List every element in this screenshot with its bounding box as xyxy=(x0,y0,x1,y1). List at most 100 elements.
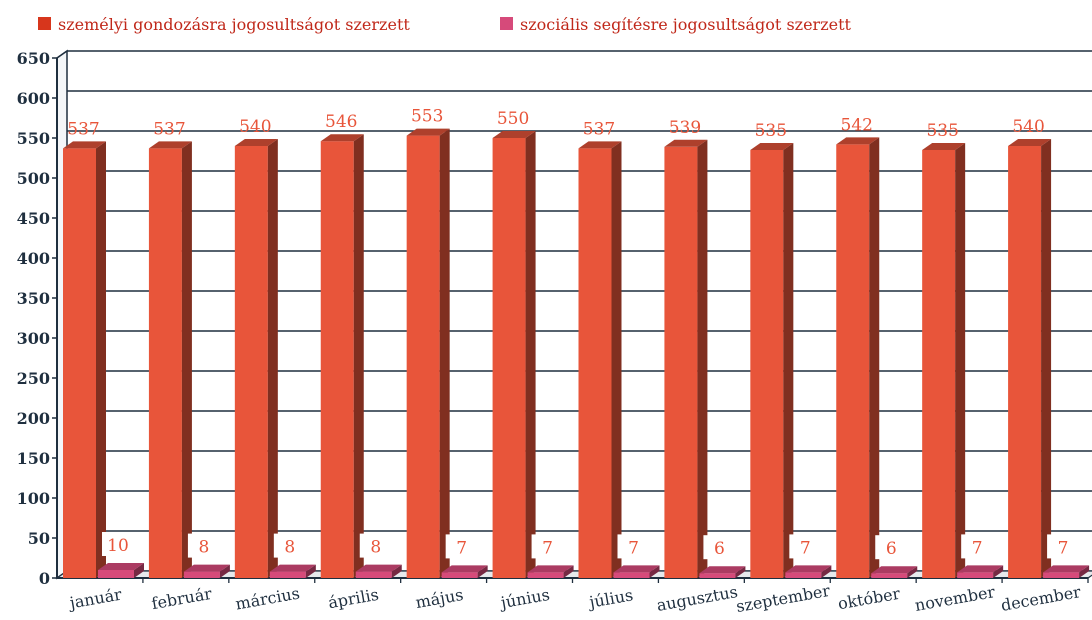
bar-personal-care xyxy=(63,141,106,578)
bar-side xyxy=(305,564,316,578)
legend-swatch-personal-care xyxy=(38,17,51,30)
bar-front xyxy=(957,572,994,578)
bar-side xyxy=(955,143,966,578)
bar-top xyxy=(957,565,1004,573)
bar-top xyxy=(441,565,488,573)
data-label-social-assistance: 8 xyxy=(284,538,295,558)
bar-front xyxy=(578,148,612,578)
y-tick-label: 600 xyxy=(17,89,50,108)
bar-personal-care xyxy=(1008,139,1052,578)
bar-top xyxy=(234,139,278,146)
legend-label-social-assistance: szociális segítésre jogosultságot szerze… xyxy=(520,15,852,34)
y-tick-label: 100 xyxy=(17,489,50,508)
data-label-social-assistance: 10 xyxy=(107,536,129,556)
y-axis-ticks: 0 50 100 150 200 250 300 350 400 450 500 550 600 650 xyxy=(17,49,57,588)
bar-top xyxy=(699,566,746,574)
bar-side xyxy=(821,565,832,578)
bar-front xyxy=(269,571,306,578)
bar-social-assistance xyxy=(699,566,746,578)
bar-front xyxy=(699,573,736,578)
bar-front xyxy=(527,572,564,578)
bar-front xyxy=(922,150,956,578)
data-label-personal-care: 540 xyxy=(239,117,271,137)
bar-social-assistance xyxy=(183,564,230,578)
data-label-background xyxy=(273,533,304,558)
bar-top xyxy=(492,131,536,138)
bar-front xyxy=(63,148,96,578)
data-label-background xyxy=(617,534,648,559)
y-tick-label: 500 xyxy=(17,169,50,188)
x-tick-label: április xyxy=(327,585,381,613)
bar-front xyxy=(234,146,268,578)
bar-social-assistance xyxy=(871,566,918,578)
bar-social-assistance xyxy=(355,564,402,578)
y-tick-label: 200 xyxy=(17,409,50,428)
x-tick-label: február xyxy=(150,584,213,613)
bar-top xyxy=(871,566,918,574)
data-label-background xyxy=(531,534,562,559)
x-tick-label: szeptember xyxy=(735,581,832,616)
bar-personal-care xyxy=(836,137,880,578)
bar-top xyxy=(527,565,574,573)
bar-social-assistance xyxy=(785,565,832,578)
bar-top xyxy=(269,564,316,572)
bar-social-assistance xyxy=(527,565,574,578)
bar-top xyxy=(613,565,660,573)
bar-side xyxy=(611,141,622,578)
bar-top xyxy=(836,137,880,145)
data-label-personal-care: 539 xyxy=(669,118,701,138)
bar-side xyxy=(525,131,536,578)
y-tick-label: 250 xyxy=(17,369,50,388)
data-label-social-assistance: 7 xyxy=(456,538,467,558)
bar-side xyxy=(1041,139,1052,578)
bar-side xyxy=(439,128,450,578)
bar-top xyxy=(183,564,230,572)
data-label-social-assistance: 8 xyxy=(199,538,210,558)
x-tick-label: június xyxy=(497,585,551,613)
y-tick-label: 400 xyxy=(17,249,50,268)
x-tick-label: november xyxy=(913,582,996,615)
data-label-personal-care: 535 xyxy=(755,121,787,141)
bar-social-assistance xyxy=(613,565,660,578)
x-tick-label: január xyxy=(66,585,123,613)
bar-front xyxy=(785,572,822,578)
y-tick-label: 450 xyxy=(17,209,50,228)
bar-top xyxy=(320,134,364,142)
data-label-personal-care: 540 xyxy=(1012,117,1044,137)
bar-top xyxy=(148,141,192,149)
bar-top xyxy=(750,143,794,150)
bar-top xyxy=(98,563,144,570)
y-tick-label: 550 xyxy=(17,129,50,148)
bar-social-assistance xyxy=(957,565,1004,578)
bar-personal-care xyxy=(148,141,192,578)
bar-side xyxy=(907,566,918,578)
bar-side xyxy=(697,139,708,579)
bar-personal-care xyxy=(922,143,966,578)
bar-front xyxy=(441,572,478,578)
legend-label-personal-care: személyi gondozásra jogosultságot szerze… xyxy=(58,15,410,34)
data-label-social-assistance: 7 xyxy=(542,538,553,558)
bar-side xyxy=(181,141,192,578)
y-tick-label: 300 xyxy=(17,329,50,348)
bar-front xyxy=(148,148,182,578)
bar-side xyxy=(96,141,106,578)
bar-social-assistance xyxy=(441,565,488,578)
bar-top xyxy=(785,565,832,573)
bar-personal-care xyxy=(234,139,278,578)
y-tick-label: 650 xyxy=(17,49,50,68)
data-label-background xyxy=(703,535,734,560)
data-label-background xyxy=(961,534,992,559)
data-label-social-assistance: 6 xyxy=(886,539,897,559)
bar-front xyxy=(98,570,134,578)
bar-social-assistance xyxy=(1043,565,1090,578)
bar-side xyxy=(993,565,1004,578)
bar-side xyxy=(353,134,364,578)
bar-top xyxy=(406,128,450,136)
bar-front xyxy=(183,571,220,578)
bars xyxy=(63,128,1090,579)
bar-side xyxy=(267,139,278,578)
y-tick-label: 0 xyxy=(39,569,50,588)
x-tick-label: május xyxy=(414,585,465,612)
data-label-personal-care: 546 xyxy=(325,112,357,132)
